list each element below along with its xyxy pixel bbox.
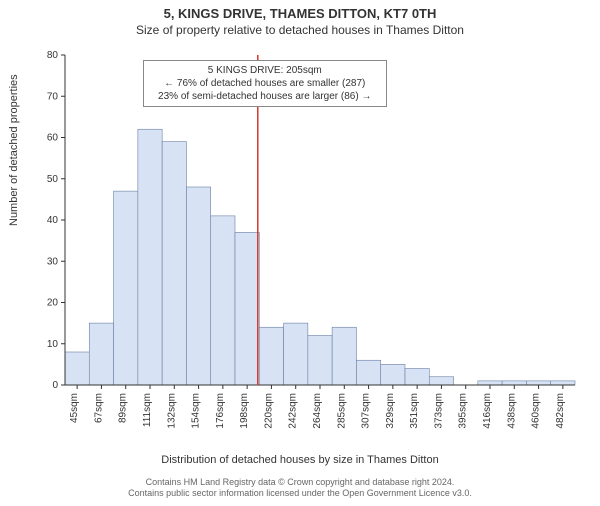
chart-container: 5, KINGS DRIVE, THAMES DITTON, KT7 0TH S… <box>0 6 600 506</box>
svg-text:220sqm: 220sqm <box>263 393 274 429</box>
svg-text:264sqm: 264sqm <box>312 393 323 429</box>
svg-text:89sqm: 89sqm <box>118 393 129 423</box>
svg-text:438sqm: 438sqm <box>506 393 517 429</box>
svg-text:242sqm: 242sqm <box>288 393 299 429</box>
attribution-line1: Contains HM Land Registry data © Crown c… <box>0 477 600 489</box>
svg-text:416sqm: 416sqm <box>482 393 493 429</box>
svg-text:198sqm: 198sqm <box>239 393 250 429</box>
svg-text:351sqm: 351sqm <box>409 393 420 429</box>
annotation-line2: ← 76% of detached houses are smaller (28… <box>150 77 380 90</box>
svg-text:482sqm: 482sqm <box>555 393 566 429</box>
svg-text:60: 60 <box>47 133 59 144</box>
svg-text:0: 0 <box>52 380 58 391</box>
chart-plot-wrap: 0 10 20 30 40 50 60 70 80 45sqm 67sqm 89sqm 111sqm 13… <box>35 50 585 440</box>
svg-text:154sqm: 154sqm <box>191 393 202 429</box>
attribution-text: Contains HM Land Registry data © Crown c… <box>0 477 600 500</box>
svg-text:30: 30 <box>47 256 59 267</box>
attribution-line2: Contains public sector information licen… <box>0 488 600 500</box>
annotation-box: 5 KINGS DRIVE: 205sqm ← 76% of detached … <box>143 60 387 107</box>
annotation-line1: 5 KINGS DRIVE: 205sqm <box>150 64 380 77</box>
svg-text:329sqm: 329sqm <box>385 393 396 429</box>
x-axis-label: Distribution of detached houses by size … <box>0 454 600 466</box>
svg-text:10: 10 <box>47 339 59 350</box>
y-axis-label: Number of detached properties <box>8 74 20 226</box>
svg-text:176sqm: 176sqm <box>215 393 226 429</box>
svg-text:50: 50 <box>47 174 59 185</box>
svg-text:373sqm: 373sqm <box>433 393 444 429</box>
svg-text:111sqm: 111sqm <box>142 393 153 427</box>
svg-text:460sqm: 460sqm <box>531 393 542 429</box>
svg-text:70: 70 <box>47 91 59 102</box>
svg-text:80: 80 <box>47 50 59 61</box>
chart-svg: 0 10 20 30 40 50 60 70 80 45sqm 67sqm 89sqm 111sqm 13… <box>35 50 585 440</box>
svg-text:395sqm: 395sqm <box>458 393 469 429</box>
annotation-line3: 23% of semi-detached houses are larger (… <box>150 90 380 103</box>
svg-text:67sqm: 67sqm <box>93 393 104 423</box>
svg-text:20: 20 <box>47 298 59 309</box>
svg-text:40: 40 <box>47 215 59 226</box>
svg-text:45sqm: 45sqm <box>69 393 80 423</box>
chart-title-main: 5, KINGS DRIVE, THAMES DITTON, KT7 0TH <box>0 6 600 21</box>
chart-title-sub: Size of property relative to detached ho… <box>0 23 600 37</box>
svg-text:307sqm: 307sqm <box>361 393 372 429</box>
svg-text:132sqm: 132sqm <box>166 393 177 429</box>
svg-text:285sqm: 285sqm <box>336 393 347 429</box>
